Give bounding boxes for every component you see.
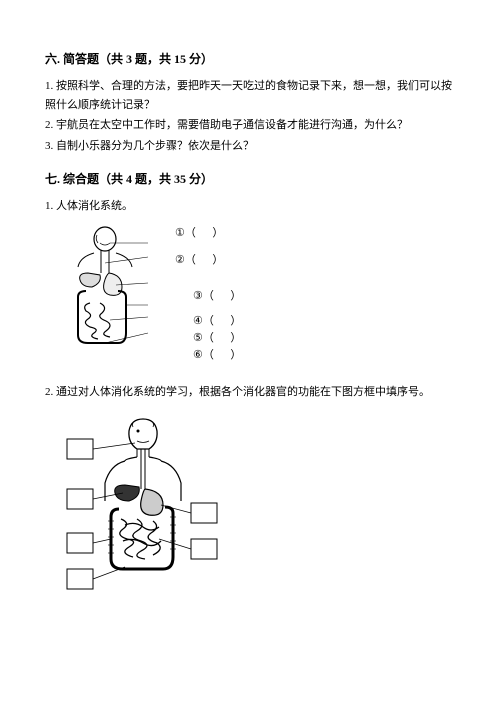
label-4-num: ④ [193, 315, 203, 327]
digestive-system-diagram-2 [65, 411, 220, 596]
label-6-close: ） [230, 349, 241, 361]
label-2: ②（ ） [175, 254, 241, 267]
label-3: ③（ ） [193, 290, 241, 303]
label-6: ⑥（ ） [193, 349, 241, 362]
label-1: ①（ ） [175, 227, 241, 240]
label-1-num: ① [175, 227, 185, 239]
label-3-num: ③ [193, 290, 203, 302]
label-4: ④（ ） [193, 315, 241, 328]
diagram-1-labels: ①（ ） ②（ ） ③（ ） ④（ ） ⑤（ ） ⑥（ ） [175, 227, 241, 362]
q7-2-text: 2. 通过对人体消化系统的学习，根据各个消化器官的功能在下图方框中填序号。 [45, 383, 455, 399]
q6-1: 1. 按照科学、合理的方法，要把昨天一天吃过的食物记录下来，想一想，我们可以按照… [45, 77, 455, 114]
label-2-num: ② [175, 254, 185, 266]
label-6-num: ⑥ [193, 349, 203, 361]
section-6-title: 六. 简答题（共 3 题，共 15 分） [45, 50, 455, 67]
label-2-close: ） [212, 254, 223, 266]
q6-3: 3. 自制小乐器分为几个步骤？依次是什么？ [45, 137, 455, 156]
q6-2: 2. 宇航员在太空中工作时，需要借助电子通信设备才能进行沟通，为什么？ [45, 116, 455, 135]
label-2-open: （ [185, 254, 196, 266]
label-5-close: ） [230, 332, 241, 344]
section-7-title: 七. 综合题（共 4 题，共 35 分） [45, 170, 455, 187]
label-5-open: （ [203, 332, 214, 344]
digestive-diagram-1-container: ①（ ） ②（ ） ③（ ） ④（ ） ⑤（ ） ⑥（ ） [60, 225, 455, 365]
digestive-system-diagram-1 [60, 225, 150, 365]
digestive-diagram-2-container [65, 411, 455, 601]
label-1-close: ） [212, 227, 223, 239]
label-3-close: ） [230, 290, 241, 302]
label-5-num: ⑤ [193, 332, 203, 344]
label-4-close: ） [230, 315, 241, 327]
label-6-open: （ [203, 349, 214, 361]
label-3-open: （ [203, 290, 214, 302]
label-4-open: （ [203, 315, 214, 327]
label-1-open: （ [185, 227, 196, 239]
label-5: ⑤（ ） [193, 332, 241, 345]
q7-1-text: 1. 人体消化系统。 [45, 197, 455, 213]
